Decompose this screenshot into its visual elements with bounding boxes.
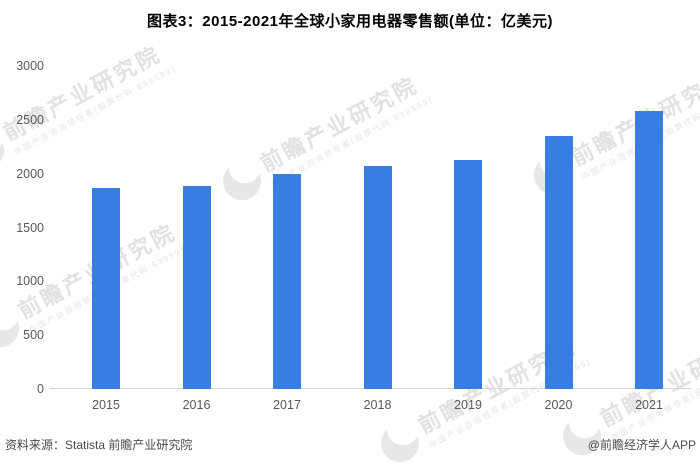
bar-2015	[92, 187, 120, 389]
x-axis-tick-label: 2016	[182, 398, 211, 412]
y-axis-tick-label: 2000	[16, 166, 44, 181]
x-axis-tick-label: 2021	[635, 398, 663, 412]
y-axis-tick-label: 1000	[16, 274, 44, 289]
bar-2016	[182, 185, 211, 389]
x-axis-tick-label: 2019	[454, 398, 482, 412]
x-axis-tick-label: 2015	[92, 398, 120, 412]
x-axis-tick-label: 2017	[273, 398, 301, 412]
bar-2019	[454, 160, 482, 389]
y-axis-tick-label: 0	[37, 382, 44, 396]
credit-text: @前瞻经济学人APP	[587, 438, 696, 452]
page-title: 图表3：2015-2021年全球小家用电器零售额(单位：亿美元)	[146, 13, 554, 30]
y-axis-tick-label: 2500	[16, 112, 44, 127]
x-axis-tick-label: 2020	[544, 398, 573, 412]
bar-2017	[273, 173, 301, 389]
bar-2020	[544, 135, 573, 389]
y-axis-tick-label: 1500	[16, 220, 44, 235]
bar-2018	[363, 166, 392, 389]
source-text: 资料来源：Statista 前瞻产业研究院	[5, 438, 193, 452]
x-axis-tick-label: 2018	[363, 398, 392, 412]
bar-2021	[635, 111, 663, 389]
y-axis-tick-label: 500	[23, 328, 44, 343]
y-axis-tick-label: 3000	[16, 59, 44, 73]
